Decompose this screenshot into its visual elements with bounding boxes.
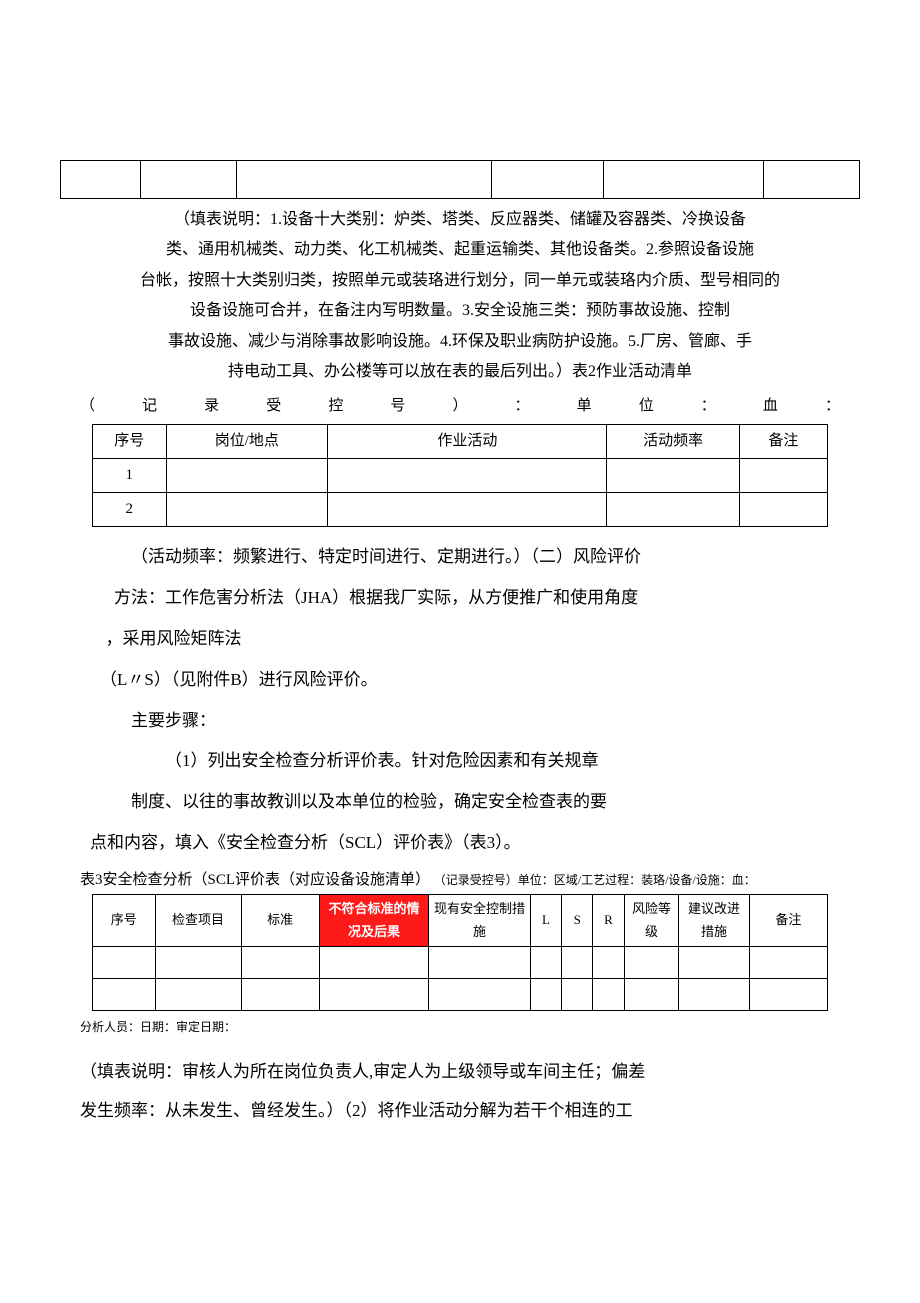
sp-c10: 位 [639,393,654,420]
table3-h3-highlight: 不符合标准的情况及后果 [319,894,428,946]
sp-c11: ： [701,393,716,420]
table3-h8: 风险等级 [624,894,679,946]
table3-h2: 标准 [241,894,319,946]
table3-h0: 序号 [93,894,156,946]
table2-r2c1 [166,493,328,527]
table2-r1c3 [607,459,739,493]
para5: 主要步骤： [60,701,860,742]
sp-c7: ） [452,393,467,420]
final-l1: （填表说明：审核人为所在岗位负责人,审定人为上级领导或车间主任；偏差 [80,1052,840,1091]
table2-row2: 2 [93,493,828,527]
sp-c3: 录 [204,393,219,420]
table2-h2: 作业活动 [328,425,607,459]
para1: （活动频率：频繁进行、特定时间进行、定期进行。）（二）风险评价 [60,537,860,578]
table2-row1: 1 [93,459,828,493]
sp-c12: 血 [763,393,778,420]
table1-c1 [61,161,141,199]
final-l2: 发生频率：从未发生、曾经发生。）（2）将作业活动分解为若干个相连的工 [80,1091,840,1130]
table2-r1c4 [739,459,827,493]
table2-h4: 备注 [739,425,827,459]
note1-l4: 设备设施可合并，在备注内写明数量。3.安全设施三类：预防事故设施、控制 [60,296,860,326]
table3-caption: 表3安全检查分析（SCL评价表（对应设备设施清单） （记录受控号）单位：区域/工… [60,864,860,894]
table2-r1c2 [328,459,607,493]
note1-l3: 台帐，按照十大类别归类，按照单元或装珞进行划分，同一单元或装珞内介质、型号相同的 [60,266,860,296]
table2-r1c1 [166,459,328,493]
table2-r2c0: 2 [93,493,167,527]
table1-c2 [140,161,236,199]
table3-h7: R [593,894,624,946]
table2-r2c3 [607,493,739,527]
table3-h1: 检查项目 [155,894,241,946]
sp-c1: （ [80,393,95,420]
table3-row1 [93,946,828,978]
table2-r2c4 [739,493,827,527]
table2-h0: 序号 [93,425,167,459]
note1-l2: 类、通用机械类、动力类、化工机械类、起重运输类、其他设备类。2.参照设备设施 [60,235,860,265]
para8: 点和内容，填入《安全检查分析（SCL）评价表》（表3）。 [60,823,860,864]
table1-c4 [492,161,604,199]
table2-h3: 活动频率 [607,425,739,459]
table1-empty [60,160,860,199]
table3-footer: 分析人员：日期：审定日期： [60,1015,860,1047]
table3-header-row: 序号 检查项目 标准 不符合标准的情况及后果 现有安全控制措施 L S R 风险… [93,894,828,946]
table3-h5: L [530,894,561,946]
table3-h10: 备注 [749,894,827,946]
table3-scl: 序号 检查项目 标准 不符合标准的情况及后果 现有安全控制措施 L S R 风险… [92,894,828,1011]
para4: （L〃S）（见附件B）进行风险评价。 [60,660,860,701]
note1-l1: （填表说明：1.设备十大类别：炉类、塔类、反应器类、储罐及容器类、冷换设备 [60,205,860,235]
note1-l5: 事故设施、减少与消除事故影响设施。4.环保及职业病防护设施。5.厂房、管廊、手 [60,327,860,357]
table3-h6: S [562,894,593,946]
para3: ，采用风险矩阵法 [60,619,860,660]
table3-caption-main: 表3安全检查分析（SCL评价表（对应设备设施清单） [80,872,430,888]
table2-header-row: 序号 岗位/地点 作业活动 活动频率 备注 [93,425,828,459]
final-para: （填表说明：审核人为所在岗位负责人,审定人为上级领导或车间主任；偏差 发生频率：… [60,1046,860,1130]
table2-r2c2 [328,493,607,527]
sp-c6: 号 [390,393,405,420]
para6: （1）列出安全检查分析评价表。针对危险因素和有关规章 [60,741,860,782]
sp-c5: 控 [328,393,343,420]
note1-l6: 持电动工具、办公楼等可以放在表的最后列出。）表2作业活动清单 [60,357,860,387]
table1-row [61,161,860,199]
sp-c2: 记 [142,393,157,420]
table2-h1: 岗位/地点 [166,425,328,459]
para7: 制度、以往的事故教训以及本单位的检验，确定安全检查表的要 [60,782,860,823]
record-control-line: （ 记 录 受 控 号 ） ： 单 位 ： 血 ： [60,393,860,424]
table1-c5 [604,161,764,199]
table3-caption-small: （记录受控号）单位：区域/工艺过程：装珞/设备/设施：血： [434,873,756,887]
table2-activity-list: 序号 岗位/地点 作业活动 活动频率 备注 1 2 [92,424,828,527]
table3-h9: 建议改进措施 [679,894,749,946]
table2-r1c0: 1 [93,459,167,493]
sp-c8: ： [515,393,530,420]
para2: 方法：工作危害分析法（JHA）根据我厂实际，从方便推广和使用角度 [60,578,860,619]
table1-c6 [764,161,860,199]
note1: （填表说明：1.设备十大类别：炉类、塔类、反应器类、储罐及容器类、冷换设备 类、… [60,205,860,387]
table3-h4: 现有安全控制措施 [429,894,531,946]
sp-c9: 单 [577,393,592,420]
table1-c3 [236,161,492,199]
sp-c13: ： [825,393,840,420]
sp-c4: 受 [266,393,281,420]
table3-row2 [93,978,828,1010]
